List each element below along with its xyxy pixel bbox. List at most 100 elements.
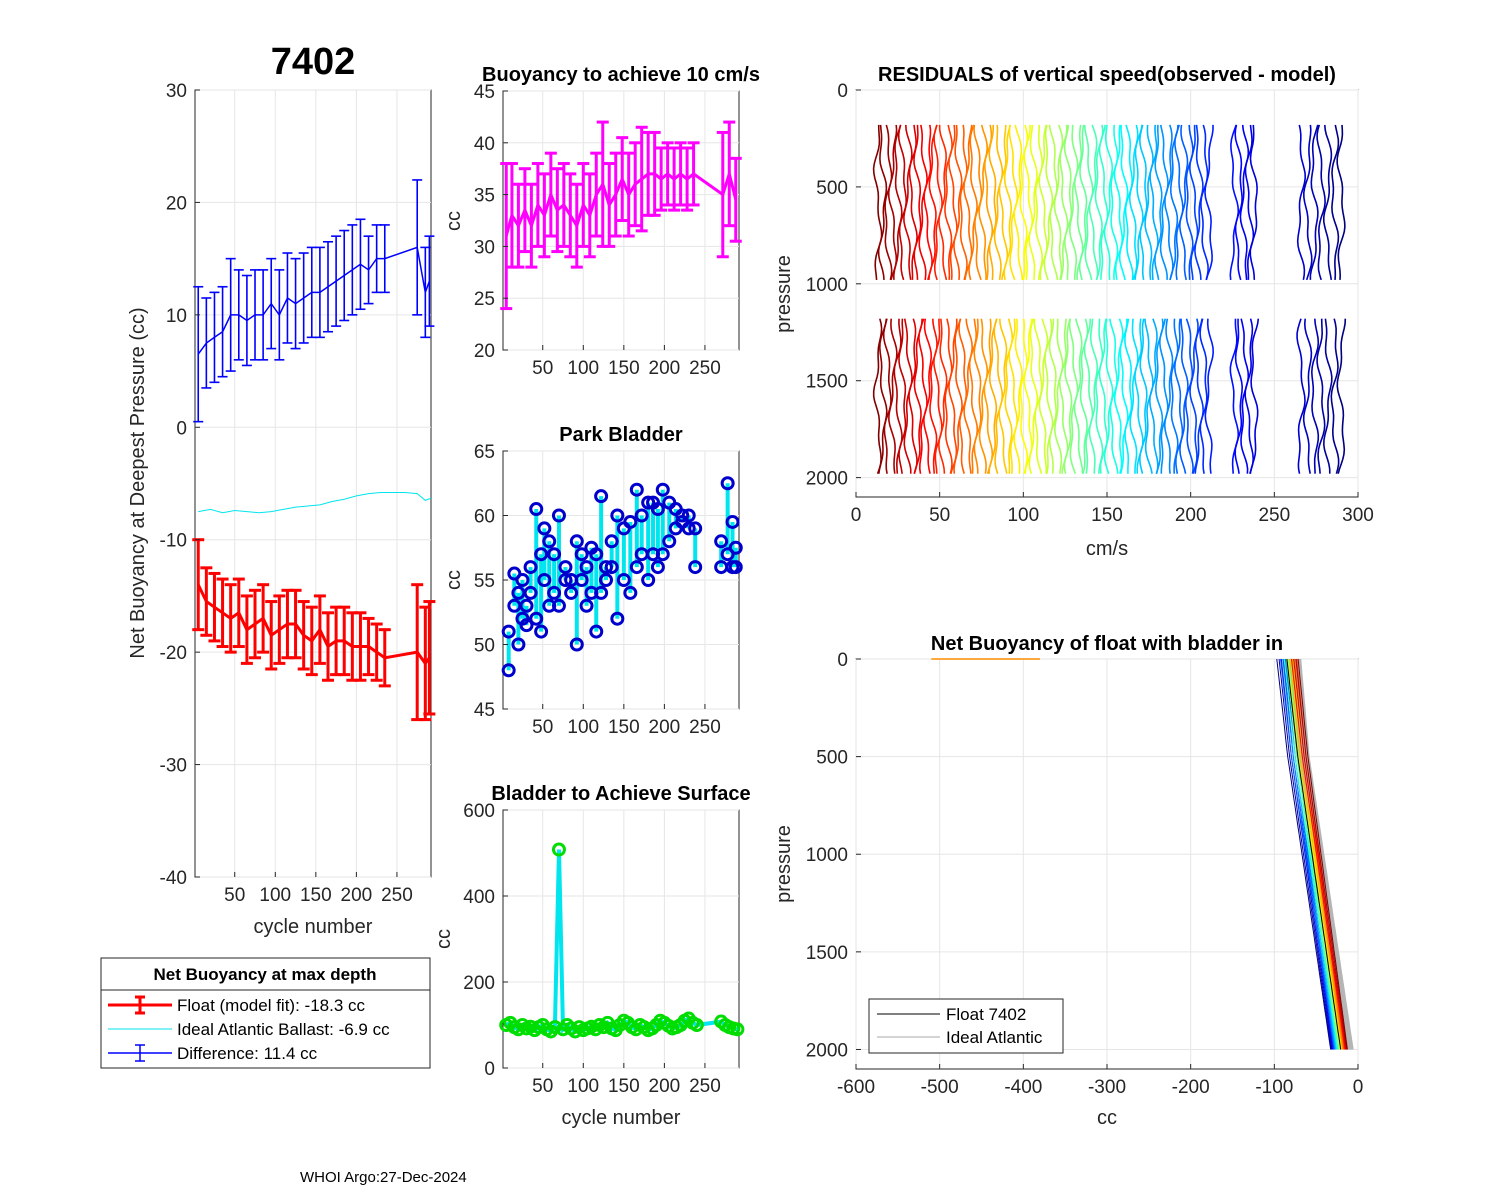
legend-swatch-difference — [108, 1044, 172, 1062]
x-tick-label: 250 — [689, 358, 721, 379]
residual-profile — [973, 318, 982, 474]
residual-profile — [937, 318, 948, 474]
x-tick-label: 250 — [689, 717, 721, 738]
y-tick-label: 45 — [474, 700, 495, 721]
residual-profile — [1138, 318, 1148, 474]
residual-profile — [1331, 124, 1340, 280]
x-tick-label: 50 — [532, 717, 553, 738]
park-point — [558, 560, 573, 575]
residual-profile — [1110, 124, 1119, 280]
legend-entry-float: Float 7402 — [946, 1005, 1026, 1024]
park-point — [598, 560, 613, 575]
x-tick-label: 200 — [649, 358, 681, 379]
legend-entry-float: Float (model fit): -18.3 cc — [177, 996, 366, 1015]
residual-profile — [1059, 124, 1069, 281]
park-point — [564, 585, 579, 600]
x-tick-label: 50 — [224, 885, 245, 906]
y-tick-label: 65 — [474, 442, 495, 463]
y-tick-label: 20 — [474, 341, 495, 362]
float-profile — [1285, 658, 1340, 1050]
park-point — [634, 508, 649, 523]
residual-profile — [923, 124, 933, 281]
park-point — [519, 598, 534, 613]
surface-point — [547, 1020, 562, 1035]
residual-profile — [928, 124, 938, 280]
residual-profile — [1094, 124, 1104, 281]
float-profile — [1283, 658, 1339, 1050]
residual-profile — [1158, 318, 1169, 474]
residual-profile — [1169, 124, 1179, 281]
panel-park-bladder: 50 100 150 200 250 45 50 55 60 65 Park Bladder cc — [443, 424, 743, 738]
residual-profile — [1124, 318, 1133, 474]
legend-swatch-float — [108, 995, 172, 1015]
residual-profile — [1310, 318, 1320, 474]
residual-profile — [1178, 124, 1189, 281]
x-tick-label: 100 — [259, 885, 291, 906]
park-point — [537, 521, 552, 536]
x-tick-label: 50 — [532, 358, 553, 379]
park-point — [728, 540, 743, 555]
residual-profile — [882, 318, 892, 474]
x-tick-label: 250 — [1258, 505, 1290, 526]
tick-labels: -600 -500 -400 -300 -200 -100 0 0 500 1000 1500 200… — [806, 650, 1364, 1098]
residual-profile — [933, 124, 943, 281]
park-point — [569, 637, 584, 652]
y-tick-label: -10 — [160, 531, 187, 552]
x-tick-label: 50 — [929, 505, 950, 526]
residual-profile — [877, 124, 888, 280]
residual-profile — [938, 124, 948, 281]
residual-profile — [1249, 124, 1258, 280]
panel-title: RESIDUALS of vertical speed(observed - m… — [878, 64, 1336, 86]
park-point — [688, 560, 703, 575]
park-point — [728, 560, 743, 575]
residual-profile — [1103, 318, 1114, 474]
residual-profile — [1154, 124, 1163, 281]
residual-profile — [884, 124, 893, 281]
residual-profile — [1088, 124, 1099, 281]
residual-profile — [948, 124, 958, 280]
residual-profile — [1194, 318, 1205, 474]
residual-profile — [1249, 318, 1260, 474]
residual-profile — [1155, 318, 1164, 474]
residual-profile — [1013, 318, 1023, 474]
ideal-profile — [1299, 658, 1354, 1050]
y-tick-label: 500 — [816, 748, 848, 769]
park-point — [650, 560, 665, 575]
x-tick-label: -500 — [921, 1077, 959, 1098]
residual-profile — [1044, 318, 1054, 474]
residual-profile — [1058, 318, 1069, 474]
tick-labels: 50 100 150 200 250 20 25 30 35 40 45 — [474, 82, 721, 379]
park-point — [598, 573, 613, 587]
residual-profile — [1336, 124, 1346, 280]
park-point — [623, 585, 638, 600]
y-axis-label: cc — [443, 570, 465, 590]
residual-profile — [1068, 124, 1079, 280]
park-point — [655, 547, 670, 562]
x-tick-label: 100 — [1007, 505, 1039, 526]
plot-area — [931, 658, 1354, 1050]
park-point — [501, 663, 516, 678]
y-tick-label: 1000 — [806, 845, 848, 866]
residual-profile — [988, 124, 997, 280]
y-tick-label: 1000 — [806, 275, 848, 296]
tick-labels: 50 100 150 200 250 45 50 55 60 65 — [474, 442, 721, 738]
y-tick-label: 25 — [474, 289, 495, 310]
legend-net-buoyancy: Net Buoyancy at max depth Float (model f… — [100, 957, 431, 1069]
legend-profile: Float 7402 Ideal Atlantic — [868, 998, 1064, 1054]
park-point — [650, 502, 665, 517]
residual-profile — [1316, 124, 1326, 281]
y-tick-label: 600 — [463, 801, 495, 822]
residual-profile — [1095, 318, 1104, 474]
plot-area — [501, 476, 743, 678]
y-axis-label: pressure — [773, 825, 795, 903]
residual-profile — [1003, 124, 1013, 281]
residual-profile — [1296, 124, 1307, 281]
residual-profile — [1163, 318, 1174, 474]
residual-profile — [1200, 124, 1209, 281]
float-profile — [1290, 658, 1346, 1050]
y-tick-label: 20 — [166, 193, 187, 214]
park-point — [547, 585, 562, 600]
park-point — [720, 476, 735, 491]
y-tick-label: 40 — [474, 134, 495, 155]
axes-box — [194, 89, 432, 878]
